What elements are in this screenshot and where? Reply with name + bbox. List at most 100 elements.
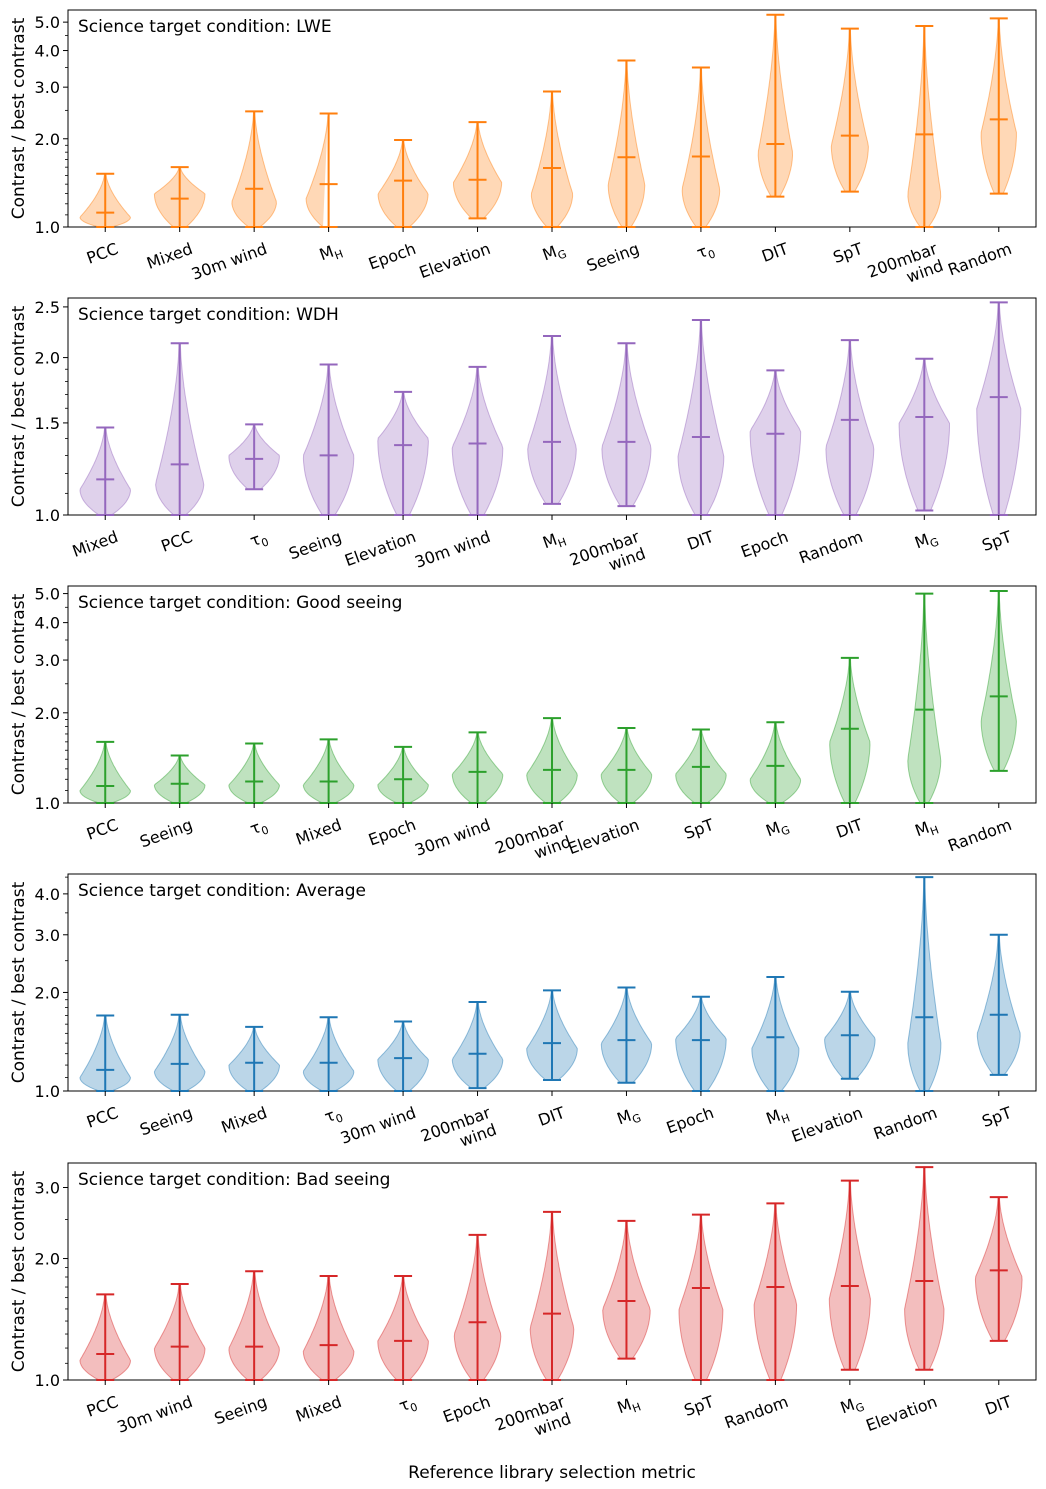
svg-text:Seeing: Seeing [584, 239, 642, 276]
violin-elevation [904, 1166, 945, 1371]
violin-epoch [377, 139, 429, 228]
violin-200mbar-wind [907, 25, 942, 228]
violin-m-h [907, 592, 942, 804]
x-tick-label: τ0 [247, 529, 270, 550]
svg-text:SpT: SpT [830, 239, 865, 267]
x-tick-label: τ0 [694, 241, 717, 262]
violin-dit [677, 318, 725, 516]
svg-text:DIT: DIT [685, 527, 717, 554]
svg-text:DIT: DIT [759, 239, 791, 266]
y-tick-label: 2.0 [35, 349, 60, 368]
violin-seeing [153, 1013, 206, 1092]
panel-good-seeing: 1.0 2.0 3.0 4.0 5.0 Contrast / best contrast S… [9, 585, 1037, 863]
y-tick-label: 5.0 [35, 13, 60, 32]
violin-dit [526, 989, 578, 1082]
svg-text:MG: MG [912, 527, 941, 555]
violin-spt [976, 301, 1022, 516]
x-tick-label: DIT [685, 527, 717, 554]
y-tick-label: 4.0 [35, 885, 60, 904]
svg-text:Random: Random [871, 1103, 940, 1144]
violin-pcc [79, 740, 132, 804]
svg-text:PCC: PCC [158, 527, 195, 556]
violin-m-g [530, 90, 574, 228]
svg-text:Mixed: Mixed [293, 815, 344, 849]
x-tick-label: Random [722, 1392, 791, 1433]
x-tick-label: Mixed [219, 1103, 270, 1137]
violin-epoch [749, 369, 802, 516]
violin-random [980, 590, 1017, 772]
svg-text:Epoch: Epoch [440, 1392, 493, 1427]
x-tick-label: Mixed [144, 239, 195, 273]
svg-text:Epoch: Epoch [366, 815, 419, 850]
x-tick-label: Mixed [293, 1392, 344, 1426]
violin-mixed [302, 1275, 355, 1381]
svg-text:Seeing: Seeing [137, 1103, 195, 1140]
x-tick-label: SpT [682, 1392, 717, 1420]
x-tick-label: MH [317, 242, 345, 265]
panel-wdh: 1.0 1.5 2.0 2.5 Contrast / best contrast Scie… [9, 297, 1037, 575]
svg-text:DIT: DIT [834, 815, 866, 842]
svg-text:PCC: PCC [84, 1103, 121, 1132]
violin-mixed [228, 1025, 281, 1092]
svg-text:MH: MH [763, 1103, 791, 1131]
violin-body [305, 116, 329, 228]
panel-title: Science target condition: WDH [78, 305, 339, 325]
x-tick-label: SpT [979, 1103, 1014, 1131]
x-tick-label: SpT [682, 815, 717, 843]
x-tick-label: Seeing [212, 1392, 270, 1429]
x-tick-label: Seeing [286, 527, 344, 564]
violin-elevation [377, 390, 429, 516]
svg-text:Seeing: Seeing [212, 1392, 270, 1429]
violin-elevation [600, 726, 653, 804]
panel-title: Science target condition: Average [78, 881, 366, 901]
x-tick-label: PCC [84, 1392, 121, 1421]
violin-30m-wind [377, 1020, 429, 1092]
panel-title: Science target condition: Good seeing [78, 593, 402, 613]
x-tick-label: Elevation [789, 1103, 865, 1146]
panel-average: 1.0 2.0 3.0 4.0 Contrast / best contrast Scie… [9, 873, 1037, 1151]
violin-m-g [749, 721, 802, 804]
violin-m-h [751, 975, 800, 1092]
x-tick-label: Epoch [664, 1103, 717, 1138]
violin-0 [228, 742, 280, 804]
svg-text:MG: MG [540, 239, 569, 267]
x-tick-label: Elevation [417, 239, 493, 282]
y-tick-label: 2.0 [35, 983, 60, 1002]
svg-text:Seeing: Seeing [286, 527, 344, 564]
x-tick-label: DIT [834, 815, 866, 842]
x-tick-label: MG [838, 1395, 867, 1418]
x-tick-label: MG [763, 815, 792, 843]
svg-text:MG: MG [763, 815, 792, 843]
x-tick-label: Epoch [738, 527, 791, 562]
violin-200mbar-wind [529, 1210, 575, 1381]
y-tick-label: 2.0 [35, 1250, 60, 1269]
x-tick-label: SpT [979, 527, 1014, 555]
violin-random [907, 876, 942, 1092]
panels: 1.0 2.0 3.0 4.0 5.0 Contrast / best contrast S… [9, 9, 1037, 1440]
svg-text:Random: Random [945, 239, 1014, 280]
x-tick-label: PCC [158, 527, 195, 556]
x-tick-label: PCC [84, 239, 121, 268]
x-tick-label: Random [871, 1103, 940, 1144]
x-tick-label: Random [796, 527, 865, 568]
x-tick-label: Random [945, 815, 1014, 856]
violin-pcc [155, 342, 205, 516]
svg-text:τ0: τ0 [247, 815, 270, 841]
y-tick-label: 1.0 [35, 794, 60, 813]
y-tick-label: 3.0 [35, 651, 60, 670]
violin-30m-wind [153, 1282, 206, 1381]
x-tick-label: MH [763, 1103, 791, 1131]
violin-m-h [527, 334, 577, 505]
violin-spt [675, 728, 727, 804]
violin-pcc [79, 172, 132, 228]
svg-text:SpT: SpT [682, 1392, 717, 1420]
violin-30m-wind [451, 365, 504, 516]
violin-0 [302, 1016, 355, 1092]
x-tick-label: 30m wind [189, 239, 270, 284]
svg-text:Mixed: Mixed [144, 239, 195, 273]
svg-text:DIT: DIT [982, 1392, 1014, 1419]
x-tick-label: DIT [536, 1103, 568, 1130]
violin-200mbar-wind [601, 342, 652, 508]
